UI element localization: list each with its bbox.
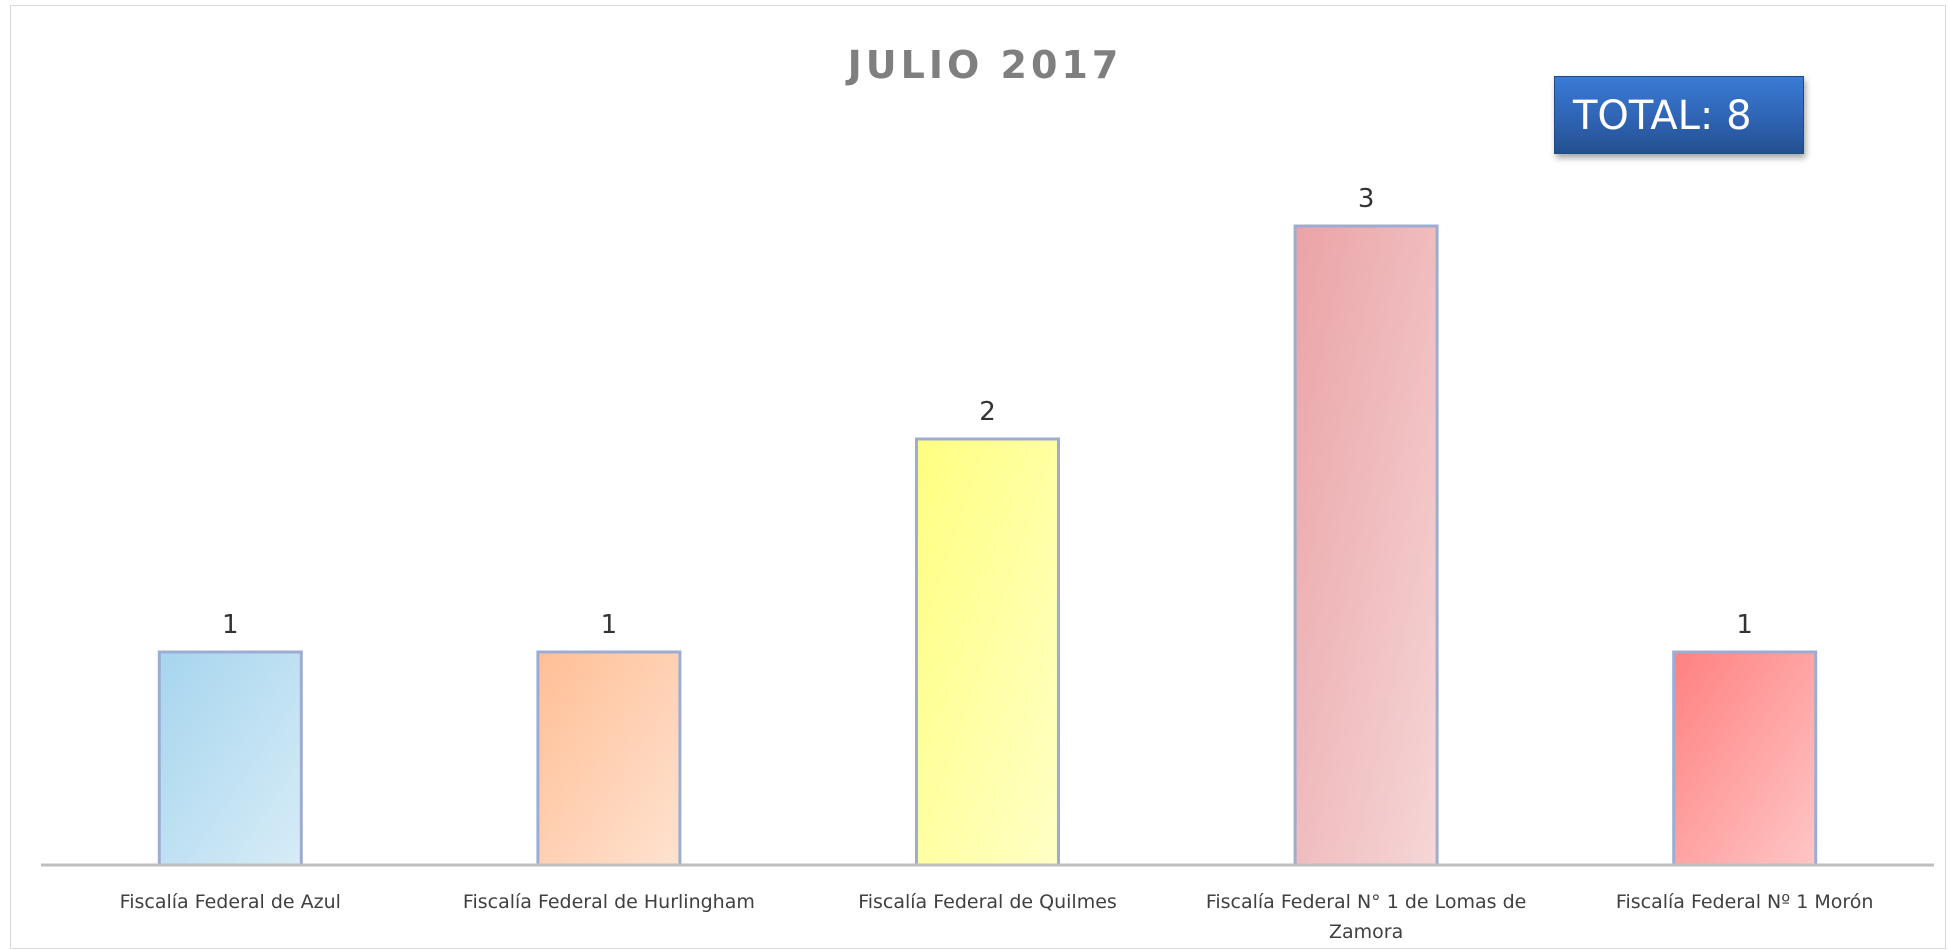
chart-frame: JULIO 2017 1 Fiscalía Federal de Azul 1 Fis… [10, 5, 1946, 949]
value-label-fiscalia-federal-n-1-de-lomas-de-zamora: 3 [1358, 184, 1375, 214]
total-annotation: TOTAL: 8 [1554, 76, 1804, 154]
bar-fiscalia-federal-de-quilmes [915, 437, 1060, 867]
category-label-fiscalia-federal-n-1-de-lomas-de-zamora: Fiscalía Federal N° 1 de Lomas de Zamora [1206, 891, 1527, 943]
value-label-fiscalia-federal-n-1-moron: 1 [1736, 610, 1753, 640]
category-label-fiscalia-federal-de-hurlingham: Fiscalía Federal de Hurlingham [463, 891, 755, 913]
bar-chart: JULIO 2017 1 Fiscalía Federal de Azul 1 Fis… [41, 43, 1934, 943]
value-label-fiscalia-federal-de-azul: 1 [222, 610, 239, 640]
bar-fiscalia-federal-de-hurlingham [536, 650, 682, 867]
value-label-fiscalia-federal-de-hurlingham: 1 [601, 610, 618, 640]
value-label-fiscalia-federal-de-quilmes: 2 [979, 397, 996, 427]
category-label-fiscalia-federal-de-quilmes: Fiscalía Federal de Quilmes [858, 891, 1117, 913]
category-label-fiscalia-federal-de-azul: Fiscalía Federal de Azul [120, 891, 341, 913]
category-label-fiscalia-federal-n-1-moron: Fiscalía Federal Nº 1 Morón [1616, 891, 1874, 913]
bar-fiscalia-federal-n-1-de-lomas-de-zamora [1293, 224, 1439, 867]
chart-title: JULIO 2017 [845, 43, 1123, 87]
bars-layer [157, 224, 1818, 867]
bar-fiscalia-federal-de-azul [157, 650, 303, 867]
labels-layer: 1 Fiscalía Federal de Azul 1 Fiscalía Feder… [120, 184, 1874, 943]
bar-fiscalia-federal-n-1-moron [1672, 650, 1818, 867]
